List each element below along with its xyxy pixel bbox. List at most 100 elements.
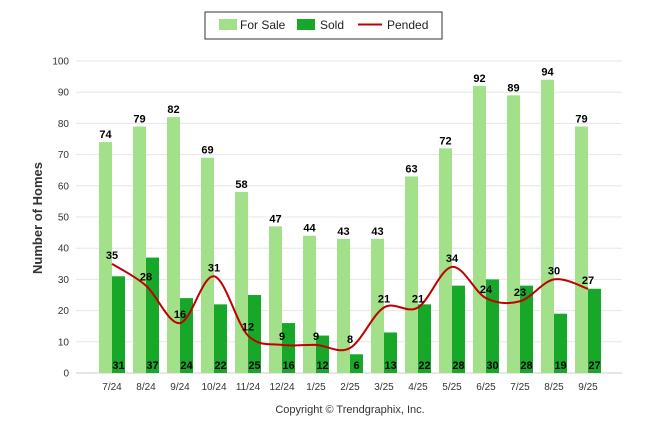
label-for-sale: 74 (99, 129, 112, 141)
label-sold: 22 (214, 360, 226, 372)
label-sold: 28 (520, 360, 532, 372)
label-for-sale: 47 (269, 213, 281, 225)
copyright-footer: Copyright © Trendgraphix, Inc. (275, 404, 424, 416)
y-tick-label: 20 (58, 306, 70, 317)
y-axis-ticks: 0 10 20 30 40 50 60 70 80 90 100 (52, 57, 69, 380)
legend-swatch-sold (297, 19, 315, 30)
bar-sold (588, 288, 601, 373)
bar-sold (418, 304, 431, 373)
y-axis-label: Number of Homes (30, 162, 45, 274)
bar-for-sale (337, 238, 350, 373)
y-tick-label: 60 (58, 181, 70, 192)
label-pended: 21 (412, 293, 424, 305)
label-for-sale: 63 (405, 163, 417, 175)
legend-label-for-sale: For Sale (240, 18, 286, 32)
label-sold: 37 (146, 360, 158, 372)
label-pended: 35 (106, 250, 118, 262)
label-pended: 9 (313, 331, 319, 343)
x-tick-label: 9/24 (170, 382, 190, 393)
legend-label-pended: Pended (387, 18, 428, 32)
label-pended: 34 (446, 253, 459, 265)
bar-for-sale (99, 142, 112, 373)
bar-for-sale (269, 226, 282, 373)
y-tick-label: 50 (58, 213, 70, 224)
label-for-sale: 58 (235, 179, 247, 191)
bar-for-sale (541, 79, 554, 373)
bar-sold (520, 285, 533, 373)
y-tick-label: 0 (63, 369, 69, 380)
bars (99, 79, 601, 374)
label-for-sale: 92 (473, 73, 485, 85)
label-for-sale: 82 (167, 104, 179, 116)
label-sold: 30 (486, 360, 498, 372)
label-pended: 21 (378, 293, 390, 305)
x-tick-label: 4/25 (408, 382, 428, 393)
label-for-sale: 89 (507, 82, 519, 94)
label-for-sale: 94 (541, 67, 554, 79)
label-for-sale: 72 (439, 135, 451, 147)
label-sold: 13 (384, 360, 396, 372)
y-tick-label: 30 (58, 275, 70, 286)
label-pended: 24 (480, 284, 493, 296)
y-tick-label: 10 (58, 337, 70, 348)
bar-sold (282, 323, 295, 373)
bar-for-sale (371, 238, 384, 373)
bar-for-sale (405, 176, 418, 373)
label-sold: 19 (554, 360, 566, 372)
label-pended: 31 (208, 262, 220, 274)
bar-for-sale (575, 126, 588, 374)
label-pended: 16 (174, 309, 186, 321)
label-pended: 9 (279, 331, 285, 343)
pended-line (111, 262, 589, 352)
x-tick-label: 1/25 (306, 382, 326, 393)
y-tick-label: 100 (52, 57, 69, 68)
x-tick-label: 9/25 (578, 382, 598, 393)
x-axis-ticks: 7/24 8/24 9/24 10/24 11/24 12/24 1/25 2/25 3/25 4… (102, 382, 598, 393)
x-tick-label: 3/25 (374, 382, 394, 393)
bar-for-sale (507, 95, 520, 373)
x-tick-label: 2/25 (340, 382, 360, 393)
x-tick-label: 11/24 (236, 382, 261, 393)
label-sold: 6 (353, 360, 359, 372)
bar-sold (112, 276, 125, 373)
x-tick-label: 12/24 (269, 382, 294, 393)
label-for-sale: 79 (133, 114, 145, 126)
bar-for-sale (473, 85, 486, 374)
y-tick-label: 70 (58, 150, 70, 161)
bar-sold (248, 295, 261, 373)
bar-for-sale (303, 235, 316, 373)
bar-for-sale (235, 192, 248, 373)
label-sold: 25 (248, 360, 260, 372)
bar-sold (180, 298, 193, 373)
label-for-sale: 69 (201, 145, 213, 157)
bar-sold (384, 332, 397, 373)
label-pended: 8 (347, 334, 353, 346)
label-pended: 27 (582, 275, 594, 287)
x-tick-label: 5/25 (442, 382, 462, 393)
bar-sold (350, 354, 363, 373)
legend-box (204, 11, 443, 40)
y-tick-label: 80 (58, 119, 70, 130)
bar-for-sale (201, 157, 214, 373)
data-labels: 7431357937288224166922315825124716944129… (99, 67, 600, 372)
x-tick-label: 7/24 (102, 382, 122, 393)
label-pended: 23 (514, 287, 526, 299)
x-tick-label: 8/24 (136, 382, 156, 393)
label-for-sale: 43 (337, 226, 349, 238)
legend-swatch-for-sale (219, 19, 237, 30)
x-tick-label: 10/24 (201, 382, 226, 393)
label-for-sale: 79 (575, 114, 587, 126)
bar-sold (452, 285, 465, 373)
label-sold: 12 (316, 360, 328, 372)
bar-sold (146, 257, 159, 373)
label-pended: 12 (242, 322, 254, 334)
label-sold: 31 (112, 360, 124, 372)
label-for-sale: 44 (303, 223, 316, 235)
y-tick-label: 40 (58, 244, 70, 255)
bar-for-sale (167, 117, 180, 373)
label-for-sale: 43 (371, 226, 383, 238)
y-tick-label: 90 (58, 88, 70, 99)
pended-line-group (111, 262, 589, 352)
x-tick-label: 8/25 (544, 382, 564, 393)
label-sold: 24 (180, 360, 193, 372)
